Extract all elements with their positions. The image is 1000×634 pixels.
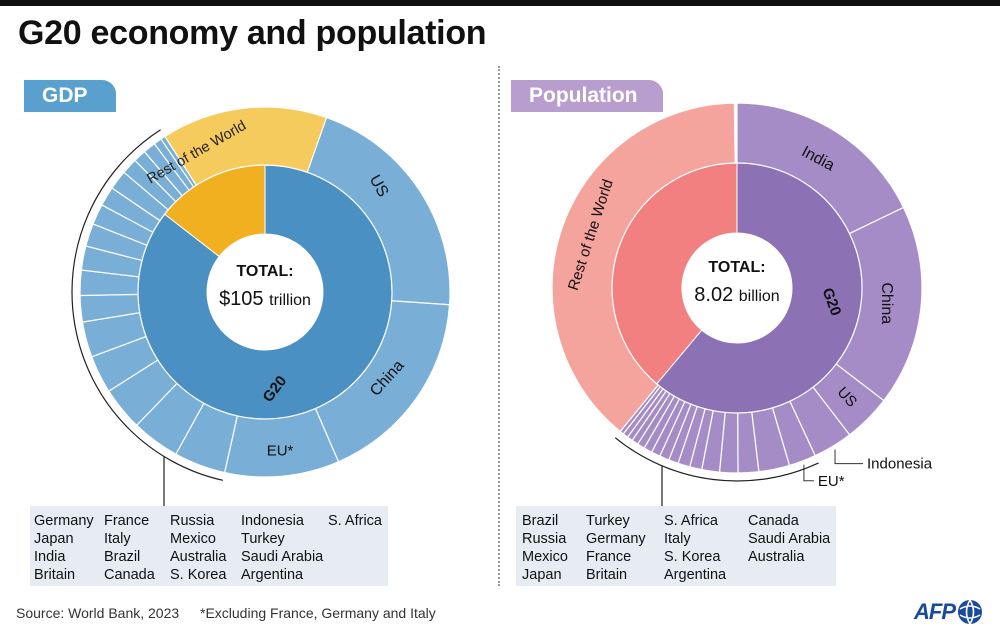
- pop-others-bracket: [614, 437, 819, 482]
- pop-outer-rest-of-the-world: [551, 102, 736, 433]
- globe-icon: [958, 599, 982, 625]
- legend-item: France: [586, 549, 632, 565]
- legend-item: Italy: [664, 531, 691, 547]
- gdp-legend-column: Germany Japan India Britain: [34, 512, 94, 584]
- legend-item: Russia: [170, 513, 215, 529]
- panel-divider: [498, 66, 500, 586]
- pop-legend-column: Brazil Russia Mexico Japan: [522, 512, 568, 584]
- legend-item: S. Africa: [328, 513, 382, 529]
- pop-label-china: China: [878, 282, 895, 324]
- legend-item: Australia: [170, 549, 227, 565]
- pop-indonesia-leader: [834, 449, 864, 465]
- legend-item: India: [34, 549, 66, 565]
- pop-label-eu: EU*: [818, 473, 845, 490]
- legend-item: Russia: [522, 531, 567, 547]
- gdp-legend-column: S. Africa: [328, 512, 382, 530]
- gdp-center: [207, 234, 323, 350]
- legend-item: Brazil: [104, 549, 141, 565]
- gdp-legend-column: Indonesia Turkey Saudi Arabia Argentina: [241, 512, 323, 584]
- footnote: *Excluding France, Germany and Italy: [200, 605, 436, 621]
- legend-item: Britain: [586, 567, 628, 583]
- gdp-legend: Germany Japan India Britain France Italy Brazi…: [30, 506, 388, 586]
- afp-logo-text: AFP: [914, 599, 956, 624]
- legend-item: Canada: [748, 513, 799, 529]
- legend-item: Indonesia: [241, 513, 304, 529]
- legend-item: Brazil: [522, 513, 559, 529]
- pop-label-indonesia: Indonesia: [867, 456, 933, 473]
- afp-logo: AFP: [914, 598, 983, 626]
- legend-item: Argentina: [664, 567, 727, 583]
- gdp-label-eu: EU*: [267, 442, 294, 459]
- gdp-total-label: TOTAL:: [236, 263, 293, 280]
- legend-item: S. Korea: [664, 549, 721, 565]
- pop-total-label: TOTAL:: [708, 259, 765, 276]
- legend-item: Australia: [748, 549, 805, 565]
- legend-item: Italy: [104, 531, 131, 547]
- gdp-total-value: $105 trillion: [219, 288, 311, 310]
- page-title: G20 economy and population: [18, 14, 487, 52]
- legend-item: France: [104, 513, 150, 529]
- population-legend: Brazil Russia Mexico Japan Turkey Germany Fran…: [516, 506, 836, 586]
- top-rule: [0, 0, 1000, 6]
- pop-total-value: 8.02 billion: [694, 284, 779, 306]
- pop-eu-leader: [803, 464, 814, 482]
- legend-item: Canada: [104, 567, 155, 583]
- pop-center: [682, 233, 792, 343]
- gdp-legend-column: France Italy Brazil Canada: [104, 512, 155, 584]
- source-note: Source: World Bank, 2023: [16, 605, 180, 621]
- legend-item: Turkey: [586, 513, 630, 529]
- legend-item: Mexico: [522, 549, 568, 565]
- legend-item: Saudi Arabia: [241, 549, 324, 565]
- legend-item: S. Africa: [664, 513, 718, 529]
- legend-item: Argentina: [241, 567, 304, 583]
- pop-legend-column: Canada Saudi Arabia Australia: [748, 512, 830, 566]
- gdp-outer-rest-of-the-world: [164, 106, 328, 187]
- population-tag: Population: [511, 80, 663, 112]
- legend-item: S. Korea: [170, 567, 227, 583]
- legend-item: Germany: [34, 513, 94, 529]
- gdp-tag: GDP: [24, 80, 116, 112]
- pop-legend-column: S. Africa Italy S. Korea Argentina: [664, 512, 726, 584]
- legend-item: Japan: [34, 531, 74, 547]
- legend-item: Germany: [586, 531, 646, 547]
- legend-item: Britain: [34, 567, 76, 583]
- pop-legend-column: Turkey Germany France Britain: [586, 512, 646, 584]
- gdp-legend-column: Russia Mexico Australia S. Korea: [170, 512, 226, 584]
- legend-item: Japan: [522, 567, 562, 583]
- legend-item: Saudi Arabia: [748, 531, 831, 547]
- gdp-others-bracket: [71, 129, 224, 481]
- legend-item: Mexico: [170, 531, 216, 547]
- legend-item: Turkey: [241, 531, 285, 547]
